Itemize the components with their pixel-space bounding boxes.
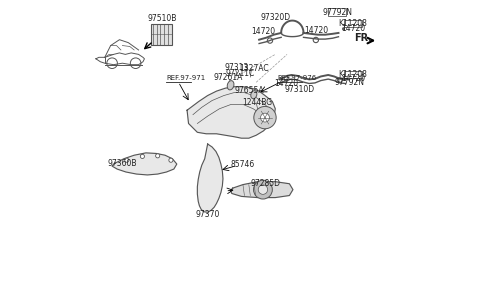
Circle shape xyxy=(140,154,144,158)
Text: 97655A: 97655A xyxy=(234,86,264,95)
Text: 97360B: 97360B xyxy=(107,159,137,168)
Circle shape xyxy=(261,113,269,122)
Text: FR.: FR. xyxy=(354,33,372,43)
Text: 14720: 14720 xyxy=(304,26,328,35)
Text: 97211C: 97211C xyxy=(225,69,254,78)
Polygon shape xyxy=(112,153,177,175)
Text: 97313: 97313 xyxy=(224,63,248,71)
Circle shape xyxy=(253,180,272,199)
Circle shape xyxy=(156,154,160,158)
Text: 97792N: 97792N xyxy=(322,8,352,16)
Circle shape xyxy=(342,28,345,30)
Text: 1244BG: 1244BG xyxy=(242,98,272,107)
Polygon shape xyxy=(230,182,293,198)
Text: K11208: K11208 xyxy=(338,19,367,28)
Text: 97285D: 97285D xyxy=(251,179,281,188)
Text: 97310D: 97310D xyxy=(285,85,315,93)
Text: 14720: 14720 xyxy=(341,74,365,83)
Circle shape xyxy=(125,158,129,162)
Ellipse shape xyxy=(251,91,257,99)
Circle shape xyxy=(258,185,268,194)
Text: 1327AC: 1327AC xyxy=(240,64,269,73)
Text: K11208: K11208 xyxy=(338,70,367,78)
Text: 14720: 14720 xyxy=(274,79,298,88)
Text: 14720: 14720 xyxy=(341,24,365,33)
Text: 97320D: 97320D xyxy=(260,13,290,21)
Text: REF.97-976: REF.97-976 xyxy=(277,75,317,81)
Circle shape xyxy=(254,106,276,129)
Text: REF.97-971: REF.97-971 xyxy=(166,75,205,81)
Text: 97370: 97370 xyxy=(195,210,220,219)
Polygon shape xyxy=(187,87,275,138)
Circle shape xyxy=(343,77,345,80)
FancyBboxPatch shape xyxy=(344,71,362,78)
Text: 97792N: 97792N xyxy=(335,78,365,87)
FancyBboxPatch shape xyxy=(344,20,362,27)
Polygon shape xyxy=(197,144,223,212)
Ellipse shape xyxy=(227,81,234,90)
Text: 97261A: 97261A xyxy=(214,74,243,82)
Circle shape xyxy=(169,158,173,162)
Text: 97510B: 97510B xyxy=(147,14,177,23)
FancyBboxPatch shape xyxy=(328,8,347,16)
Text: 14720: 14720 xyxy=(251,27,275,36)
Text: 85746: 85746 xyxy=(231,160,255,168)
FancyBboxPatch shape xyxy=(151,24,172,45)
